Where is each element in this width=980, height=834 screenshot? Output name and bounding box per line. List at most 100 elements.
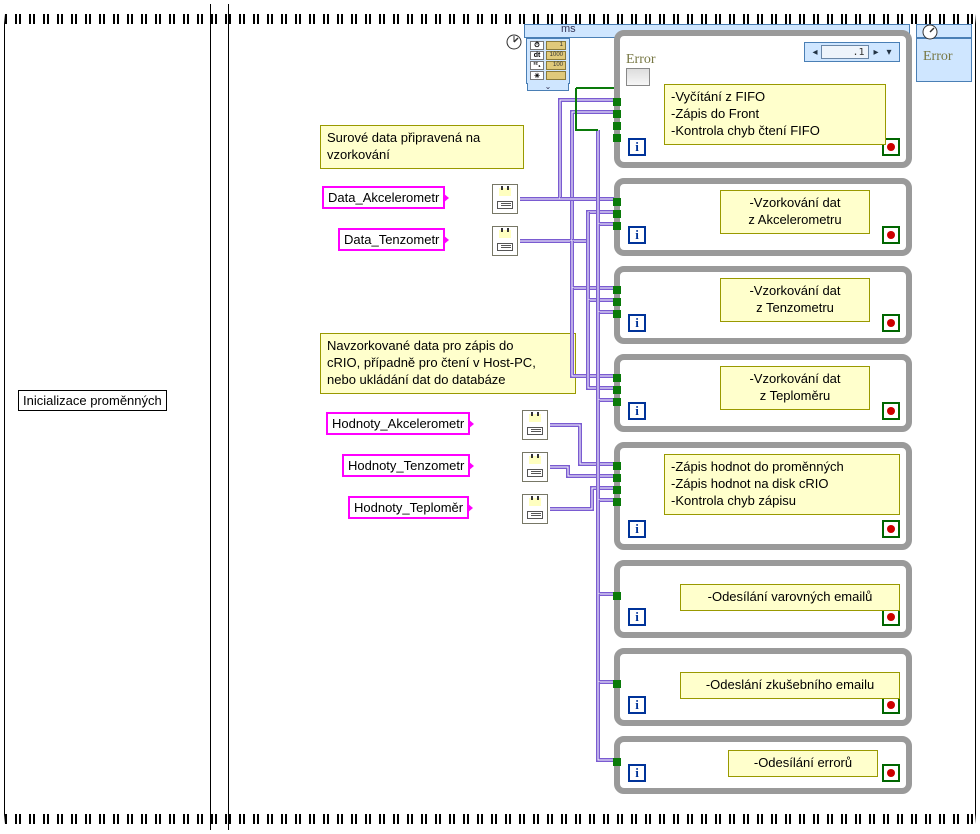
comment-line: -Odesílání varovných emailů [687, 589, 893, 606]
metronome-icon [921, 23, 939, 41]
timed-loop-right-block: Error [916, 38, 972, 82]
case-selector[interactable]: ◂.1▸▾ [804, 42, 900, 62]
timed-unit-label: ms [561, 23, 576, 35]
comment-line: z Teploměru [727, 388, 863, 405]
tunnel [613, 286, 621, 294]
metronome-icon [505, 33, 523, 51]
sequence-separator-2 [228, 4, 229, 830]
loop-write: -Zápis hodnot do proměnných-Zápis hodnot… [614, 442, 912, 550]
control-ref-hod-tenzo[interactable]: Hodnoty_Tenzometr [342, 454, 470, 477]
control-ref-hod-akcel[interactable]: Hodnoty_Akcelerometr [326, 412, 470, 435]
queue-vi-icon[interactable] [522, 452, 548, 482]
control-ref-hod-teplo[interactable]: Hodnoty_Teploměr [348, 496, 469, 519]
tunnel [613, 222, 621, 230]
cfg-key: ⏱ [530, 41, 544, 50]
selector-display: .1 [821, 45, 869, 59]
loop-comment: -Odesílání varovných emailů [680, 584, 900, 611]
loop-comment: -Vyčítání z FIFO-Zápis do Front-Kontrola… [664, 84, 886, 145]
queue-vi-icon[interactable] [492, 226, 518, 256]
loop-email-warn: -Odesílání varovných emailů [614, 560, 912, 638]
queue-vi-icon[interactable] [492, 184, 518, 214]
chevron-down-icon[interactable]: ⌄ [527, 83, 569, 91]
tunnel [613, 462, 621, 470]
comment-line: -Zápis hodnot do proměnných [671, 459, 893, 476]
tunnel [613, 98, 621, 106]
tunnel [613, 210, 621, 218]
queue-vi-icon[interactable] [522, 410, 548, 440]
control-ref-data-tenzo[interactable]: Data_Tenzometr [338, 228, 445, 251]
loop-comment: -Vzorkování datz Tenzometru [720, 278, 870, 322]
iteration-terminal [628, 608, 646, 626]
tunnel [613, 198, 621, 206]
init-label: Inicializace proměnných [18, 390, 167, 411]
loop-comment: -Odesílání errorů [728, 750, 878, 777]
iteration-terminal [628, 520, 646, 538]
tunnel [613, 758, 621, 766]
control-ref-data-akcel[interactable]: Data_Akcelerometr [322, 186, 445, 209]
tunnel [613, 298, 621, 306]
sequence-separator-1 [210, 4, 211, 830]
cfg-key: ✳ [530, 71, 544, 80]
queue-vi-icon[interactable] [522, 494, 548, 524]
comment-line: nebo ukládání dat do databáze [327, 372, 569, 389]
stop-terminal[interactable] [882, 520, 900, 538]
tunnel [613, 122, 621, 130]
tunnel [613, 310, 621, 318]
tunnel [613, 498, 621, 506]
stop-terminal[interactable] [882, 764, 900, 782]
cfg-key: ³²₁ [530, 61, 544, 70]
error-terminal[interactable] [626, 68, 650, 86]
comment-line: z Tenzometru [727, 300, 863, 317]
cfg-val: 1000 [546, 51, 566, 60]
comment-sampled-data: Navzorkované data pro zápis do cRIO, pří… [320, 333, 576, 394]
loop-errors: -Odesílání errorů [614, 736, 912, 794]
loop-teplo: -Vzorkování datz Teploměru [614, 354, 912, 432]
tunnel [613, 592, 621, 600]
comment-line: -Kontrola chyb čtení FIFO [671, 123, 879, 140]
iteration-terminal [628, 138, 646, 156]
loop-fifo: -Vyčítání z FIFO-Zápis do Front-Kontrola… [614, 30, 912, 168]
stop-terminal[interactable] [882, 314, 900, 332]
loop-comment: -Vzorkování datz Teploměru [720, 366, 870, 410]
comment-line: -Zápis do Front [671, 106, 879, 123]
tunnel [613, 374, 621, 382]
timed-loop-config[interactable]: ⏱1 dt1000 ³²₁100 ✳ ⌄ [526, 38, 570, 84]
tunnel [613, 134, 621, 142]
comment-line: -Kontrola chyb zápisu [671, 493, 893, 510]
chevron-down-icon[interactable]: ▾ [883, 47, 896, 58]
loop-comment: -Zápis hodnot do proměnných-Zápis hodnot… [664, 454, 900, 515]
cfg-val [546, 71, 566, 80]
iteration-terminal [628, 226, 646, 244]
diagram-canvas: Inicializace proměnných Surové data přip… [0, 0, 980, 834]
comment-line: -Vzorkování dat [727, 283, 863, 300]
cfg-key: dt [530, 51, 544, 60]
tunnel [613, 398, 621, 406]
stop-terminal[interactable] [882, 402, 900, 420]
loop-comment: -Odeslání zkušebního emailu [680, 672, 900, 699]
tunnel [613, 386, 621, 394]
tunnel [613, 680, 621, 688]
comment-line: -Odeslání zkušebního emailu [687, 677, 893, 694]
comment-line: -Odesílání errorů [735, 755, 871, 772]
error-label: Error [626, 52, 656, 68]
chevron-left-icon[interactable]: ◂ [808, 47, 821, 58]
cfg-val: 100 [546, 61, 566, 70]
tunnel [613, 110, 621, 118]
error-label: Error [923, 49, 953, 65]
tunnel [613, 486, 621, 494]
iteration-terminal [628, 402, 646, 420]
comment-line: -Zápis hodnot na disk cRIO [671, 476, 893, 493]
loop-akcel: -Vzorkování datz Akcelerometru [614, 178, 912, 256]
tunnel [613, 474, 621, 482]
comment-line: vzorkování [327, 147, 517, 164]
chevron-right-icon[interactable]: ▸ [869, 47, 882, 58]
loop-email-test: -Odeslání zkušebního emailu [614, 648, 912, 726]
comment-line: -Vyčítání z FIFO [671, 89, 879, 106]
comment-line: -Vzorkování dat [727, 195, 863, 212]
comment-line: z Akcelerometru [727, 212, 863, 229]
iteration-terminal [628, 314, 646, 332]
iteration-terminal [628, 696, 646, 714]
stop-terminal[interactable] [882, 226, 900, 244]
iteration-terminal [628, 764, 646, 782]
loop-tenzo: -Vzorkování datz Tenzometru [614, 266, 912, 344]
